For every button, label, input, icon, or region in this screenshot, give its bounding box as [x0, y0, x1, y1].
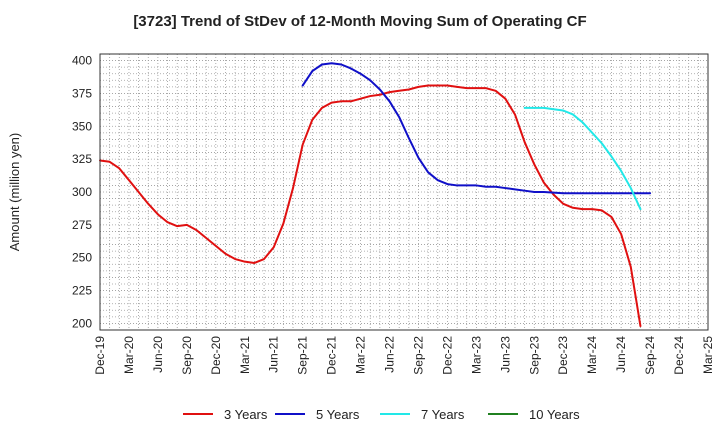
y-tick-label: 375 [72, 86, 92, 100]
y-tick-label: 275 [72, 218, 92, 232]
x-tick-label: Mar-20 [122, 336, 136, 374]
x-tick-label: Sep-24 [643, 336, 657, 375]
y-axis-label: Amount (million yen) [7, 133, 22, 252]
x-tick-label: Sep-21 [296, 336, 310, 375]
legend-label-5-years: 5 Years [316, 407, 360, 422]
legend-label-7-years: 7 Years [421, 407, 465, 422]
grid [100, 54, 708, 330]
x-tick-label: Dec-20 [209, 336, 223, 375]
y-tick-label: 325 [72, 152, 92, 166]
x-tick-label: Dec-19 [93, 336, 107, 375]
x-tick-label: Dec-24 [672, 336, 686, 375]
x-tick-label: Mar-21 [238, 336, 252, 374]
chart-title: [3723] Trend of StDev of 12-Month Moving… [133, 13, 587, 30]
x-tick-label: Jun-21 [267, 336, 281, 373]
x-tick-label: Sep-22 [411, 336, 425, 375]
x-tick-label: Jun-23 [498, 336, 512, 373]
x-tick-label: Sep-20 [180, 336, 194, 375]
legend: 3 Years 5 Years 7 Years 10 Years [183, 407, 580, 422]
series-line-3-years [99, 84, 642, 328]
series-line-5-years [301, 62, 652, 195]
y-tick-label: 200 [72, 316, 92, 330]
x-tick-label: Mar-25 [701, 336, 715, 374]
y-tick-label: 250 [72, 251, 92, 265]
legend-label-3-years: 3 Years [224, 407, 268, 422]
x-tick-label: Jun-22 [383, 336, 397, 373]
x-tick-label: Jun-24 [614, 336, 628, 373]
plot-frame [99, 53, 709, 331]
x-tick-label: Jun-20 [151, 336, 165, 373]
series-line-7-years [523, 106, 642, 211]
x-tick-label: Dec-23 [556, 336, 570, 375]
x-axis-ticks: Dec-19 Mar-20 Jun-20 Sep-20 Dec-20 Mar-21 Jun-… [93, 336, 715, 375]
y-axis-ticks: 200 225 250 275 300 325 350 375 400 [72, 54, 92, 331]
x-tick-label: Dec-22 [440, 336, 454, 375]
x-tick-label: Mar-23 [469, 336, 483, 374]
x-tick-label: Sep-23 [527, 336, 541, 375]
series-layer [99, 62, 652, 328]
x-tick-label: Mar-22 [354, 336, 368, 374]
y-tick-label: 350 [72, 119, 92, 133]
x-tick-label: Dec-21 [325, 336, 339, 375]
y-tick-label: 225 [72, 284, 92, 298]
legend-label-10-years: 10 Years [529, 407, 580, 422]
x-tick-label: Mar-24 [585, 336, 599, 374]
y-tick-label: 300 [72, 185, 92, 199]
y-tick-label: 400 [72, 54, 92, 68]
